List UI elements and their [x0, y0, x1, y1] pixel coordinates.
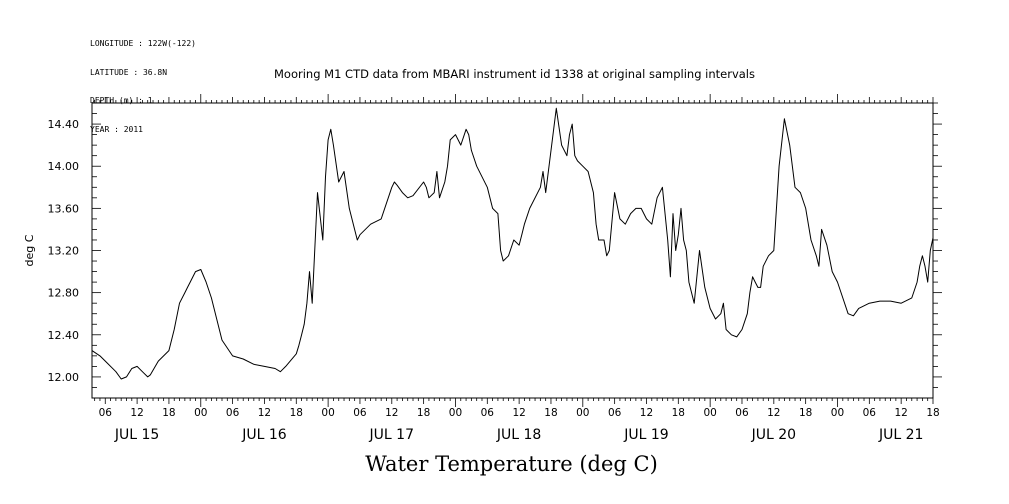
meta-longitude: LONGITUDE : 122W(-122) [90, 39, 196, 48]
meta-year: YEAR : 2011 [90, 124, 143, 134]
x-day-label: JUL 15 [114, 427, 159, 443]
x-tick-label: 12 [640, 407, 653, 419]
x-day-label: JUL 20 [751, 427, 796, 443]
x-tick-label: 18 [544, 407, 557, 419]
x-tick-label: 06 [481, 407, 495, 419]
y-tick-label: 12.40 [48, 329, 80, 342]
chart-title: Mooring M1 CTD data from MBARI instrumen… [274, 67, 755, 81]
x-day-label: JUL 21 [878, 427, 923, 443]
meta-latitude: LATITUDE : 36.8N [90, 67, 168, 77]
x-axis-title: Water Temperature (deg C) [365, 452, 658, 476]
x-tick-label: 00 [194, 407, 207, 419]
x-tick-label: 06 [353, 407, 367, 419]
x-tick-label: 00 [831, 407, 844, 419]
x-tick-label: 18 [799, 407, 812, 419]
x-tick-label: 12 [385, 407, 398, 419]
x-tick-label: 06 [863, 407, 877, 419]
y-tick-label: 14.40 [48, 118, 80, 131]
x-day-label: JUL 17 [369, 427, 414, 443]
y-axis-label: deg C [23, 234, 36, 266]
x-tick-label: 00 [321, 407, 334, 419]
y-tick-label: 12.00 [48, 371, 80, 384]
x-tick-label: 18 [672, 407, 685, 419]
x-tick-label: 18 [290, 407, 303, 419]
y-tick-label: 12.80 [48, 287, 80, 300]
x-tick-label: 18 [162, 407, 175, 419]
x-tick-label: 18 [926, 407, 939, 419]
x-day-label: JUL 16 [241, 427, 287, 443]
x-tick-label: 12 [894, 407, 907, 419]
x-tick-label: 12 [512, 407, 525, 419]
x-day-label: JUL 18 [496, 427, 541, 443]
x-tick-label: 06 [226, 407, 240, 419]
x-tick-label: 00 [703, 407, 716, 419]
x-tick-label: 12 [767, 407, 780, 419]
x-tick-label: 06 [99, 407, 113, 419]
series-line-water-temperature [91, 107, 934, 380]
y-tick-label: 14.00 [48, 160, 80, 173]
x-tick-label: 12 [258, 407, 271, 419]
x-tick-label: 12 [130, 407, 143, 419]
x-day-label: JUL 19 [623, 427, 668, 443]
y-tick-label: 13.20 [48, 245, 80, 258]
x-tick-label: 00 [576, 407, 589, 419]
x-tick-label: 18 [417, 407, 430, 419]
plot-frame [91, 102, 934, 399]
x-tick-label: 06 [735, 407, 749, 419]
x-tick-label: 06 [608, 407, 622, 419]
y-tick-label: 13.60 [48, 202, 80, 215]
x-tick-label: 00 [449, 407, 462, 419]
